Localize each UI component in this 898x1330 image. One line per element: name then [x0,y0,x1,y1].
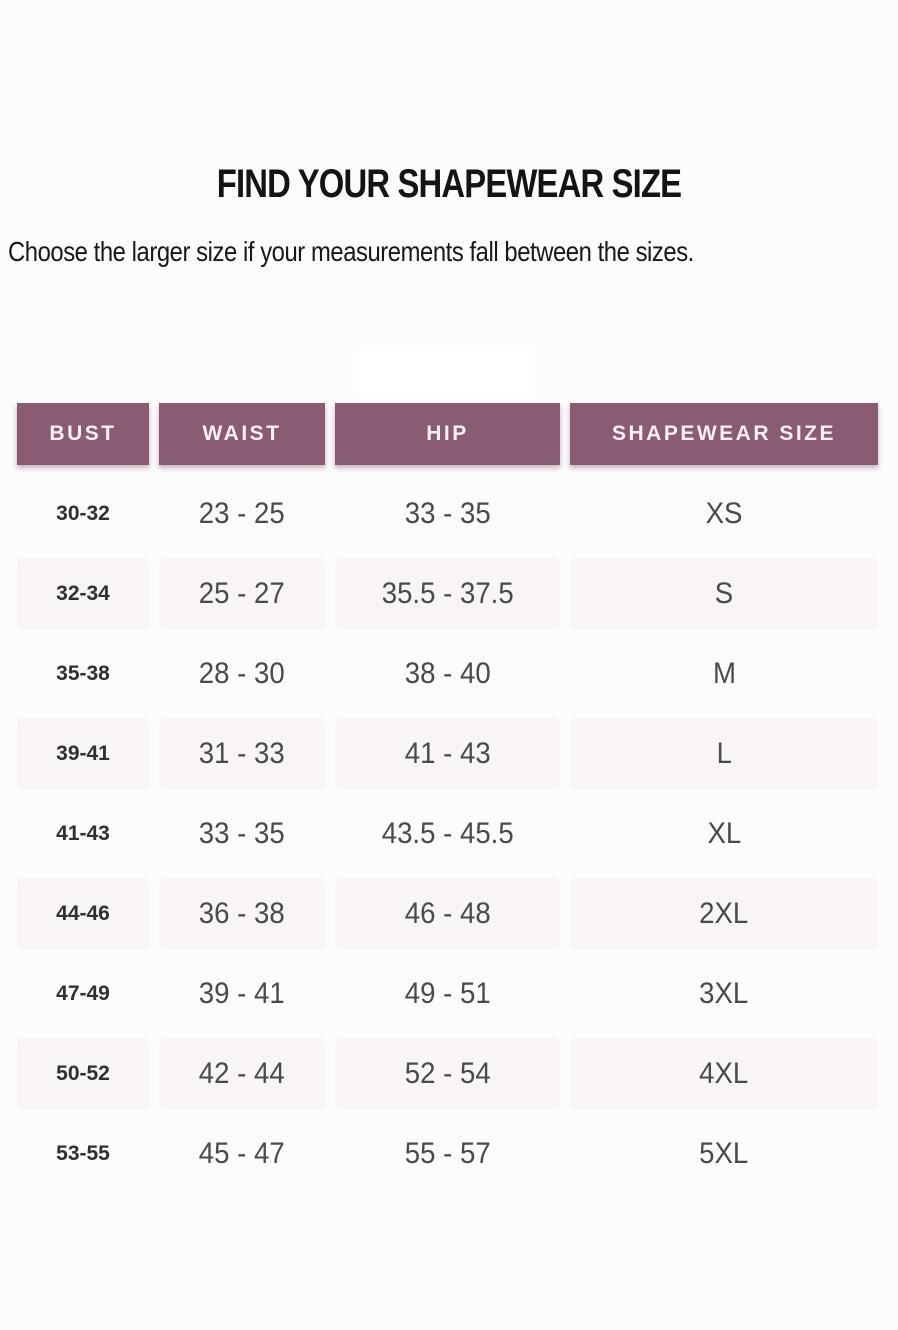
bust-cell: 32-34 [17,558,149,630]
waist-cell-value: 31 - 33 [199,737,285,770]
waist-cell-value: 45 - 47 [199,1137,285,1170]
hip-cell-value: 38 - 40 [404,657,491,690]
hip-cell: 49 - 51 [335,958,560,1030]
waist-cell-value: 39 - 41 [199,977,285,1010]
waist-cell: 39 - 41 [159,958,325,1030]
bust-cell-value: 32-34 [56,582,110,605]
hip-cell: 38 - 40 [335,638,560,710]
bust-cell: 41-43 [17,798,149,870]
size-cell-value: S [714,577,734,610]
waist-cell: 33 - 35 [159,798,325,870]
waist-cell: 31 - 33 [159,718,325,790]
hip-cell-value: 52 - 54 [404,1057,491,1090]
hip-cell-value: 49 - 51 [404,977,491,1010]
bust-cell: 53-55 [17,1118,149,1190]
table-row: 47-49 39 - 41 49 - 51 3XL [17,955,878,1035]
size-note: Choose the larger size if your measureme… [8,236,694,267]
waist-cell-value: 33 - 35 [199,817,285,850]
waist-cell: 45 - 47 [159,1118,325,1190]
waist-cell-value: 28 - 30 [199,657,285,690]
size-cell-value: 5XL [699,1137,749,1170]
column-header-shapewear-size: SHAPEWEAR SIZE [570,403,878,465]
bust-cell: 50-52 [17,1038,149,1110]
table-row: 50-52 42 - 44 52 - 54 4XL [17,1035,878,1115]
hip-cell: 41 - 43 [335,718,560,790]
size-cell-value: 3XL [699,977,749,1010]
size-cell: M [570,638,878,710]
hip-cell-value: 41 - 43 [404,737,491,770]
bust-cell-value: 39-41 [56,742,110,765]
size-table-body: 30-32 23 - 25 33 - 35 XS 32-34 25 - 27 35.5 - … [17,475,878,1195]
bust-cell-value: 53-55 [56,1142,110,1165]
size-cell-value: XS [705,497,743,530]
waist-cell-value: 42 - 44 [199,1057,285,1090]
table-row: 53-55 45 - 47 55 - 57 5XL [17,1115,878,1195]
table-row: 30-32 23 - 25 33 - 35 XS [17,475,878,555]
table-row: 32-34 25 - 27 35.5 - 37.5 S [17,555,878,635]
hip-cell: 55 - 57 [335,1118,560,1190]
waist-cell-value: 23 - 25 [199,497,285,530]
size-table-header: BUST WAIST HIP SHAPEWEAR SIZE [17,403,878,465]
waist-cell: 23 - 25 [159,478,325,550]
size-cell: L [570,718,878,790]
waist-cell: 36 - 38 [159,878,325,950]
hip-cell-value: 46 - 48 [404,897,491,930]
bust-cell: 35-38 [17,638,149,710]
hip-cell-value: 55 - 57 [404,1137,491,1170]
size-cell: S [570,558,878,630]
bust-cell: 47-49 [17,958,149,1030]
hip-cell-value: 43.5 - 45.5 [381,817,514,850]
size-cell-value: XL [707,817,741,850]
size-cell: 3XL [570,958,878,1030]
table-row: 35-38 28 - 30 38 - 40 M [17,635,878,715]
bust-cell-value: 35-38 [56,662,110,685]
waist-cell: 42 - 44 [159,1038,325,1110]
hip-cell: 35.5 - 37.5 [335,558,560,630]
column-header-hip: HIP [335,403,560,465]
page-title: FIND YOUR SHAPEWEAR SIZE [216,162,682,206]
size-cell: 5XL [570,1118,878,1190]
hip-cell: 33 - 35 [335,478,560,550]
size-cell-value: 2XL [699,897,749,930]
bust-cell-value: 50-52 [56,1062,110,1085]
bust-cell: 44-46 [17,878,149,950]
column-header-bust: BUST [17,403,149,465]
column-header-waist: WAIST [159,403,325,465]
bust-cell-value: 41-43 [56,822,110,845]
table-row: 39-41 31 - 33 41 - 43 L [17,715,878,795]
size-cell: XL [570,798,878,870]
bust-cell-value: 47-49 [56,982,110,1005]
hip-cell-value: 35.5 - 37.5 [381,577,514,610]
hip-cell: 52 - 54 [335,1038,560,1110]
size-cell: 4XL [570,1038,878,1110]
faint-highlight [358,346,535,394]
bust-cell: 30-32 [17,478,149,550]
waist-cell: 28 - 30 [159,638,325,710]
waist-cell-value: 25 - 27 [199,577,285,610]
table-row: 41-43 33 - 35 43.5 - 45.5 XL [17,795,878,875]
bust-cell: 39-41 [17,718,149,790]
bust-cell-value: 44-46 [56,902,110,925]
hip-cell: 46 - 48 [335,878,560,950]
hip-cell: 43.5 - 45.5 [335,798,560,870]
size-cell-value: L [716,737,732,770]
size-cell: XS [570,478,878,550]
size-cell: 2XL [570,878,878,950]
bust-cell-value: 30-32 [56,502,110,525]
hip-cell-value: 33 - 35 [404,497,491,530]
size-cell-value: M [712,657,736,690]
size-cell-value: 4XL [699,1057,749,1090]
waist-cell: 25 - 27 [159,558,325,630]
table-row: 44-46 36 - 38 46 - 48 2XL [17,875,878,955]
waist-cell-value: 36 - 38 [199,897,285,930]
